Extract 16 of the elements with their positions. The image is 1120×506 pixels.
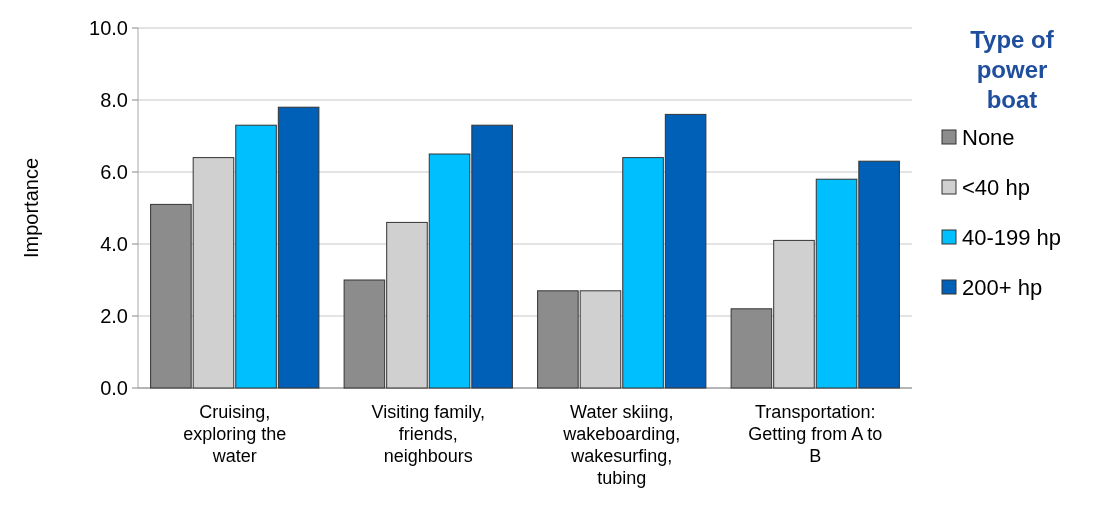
x-tick-label: Water skiing, wakeboarding, wakesurfing, tubing [562,402,681,488]
y-tick-label: 10.0 [89,17,128,39]
legend-label: 40-199 hp [962,224,1062,250]
y-axis-title: Importance [20,157,42,259]
y-tick-label: 0.0 [100,377,128,399]
legend-title: Type of power boat [970,26,1055,113]
x-tick-label: Visiting family, friends, neighbours [371,402,485,466]
legend-label: <40 hp [962,174,1030,200]
y-tick-label: 8.0 [100,89,128,111]
y-tick-label: 4.0 [100,233,128,255]
legend-label: None [962,124,1015,150]
legend-label: 200+ hp [962,274,1043,300]
x-tick-label: Transportation: Getting from A to B [748,402,883,466]
x-tick-label: Cruising, exploring the water [183,402,287,466]
y-tick-label: 6.0 [100,161,128,183]
y-tick-label: 2.0 [100,305,128,327]
